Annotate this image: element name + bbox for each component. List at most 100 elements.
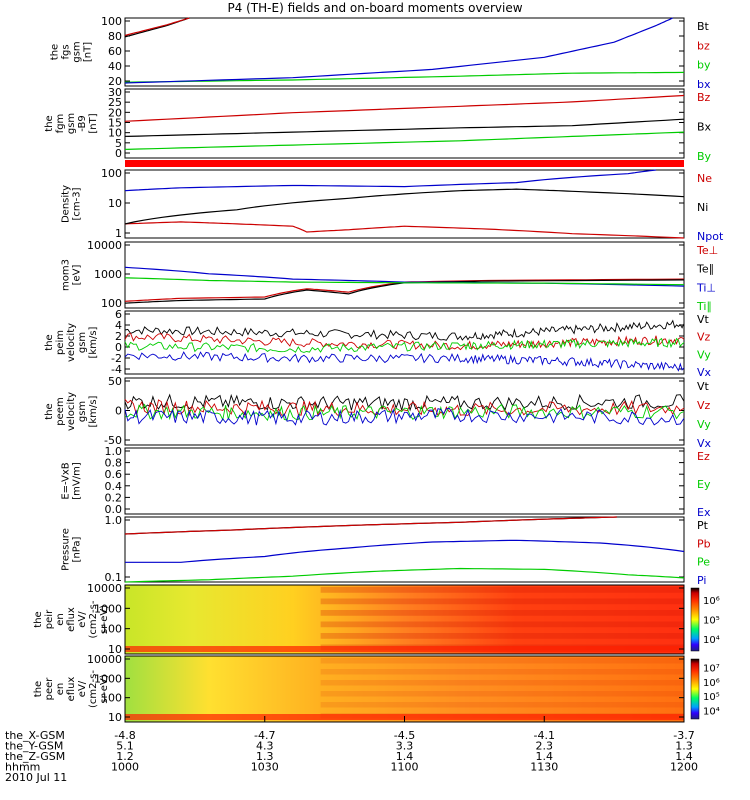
ylabel-line: [eV]	[72, 265, 83, 286]
ylabel-line: [cm-3]	[72, 187, 83, 220]
ylabel-line: fgm	[55, 114, 66, 134]
axis-row-value: 1200	[670, 761, 698, 774]
series-bx	[124, 17, 674, 84]
ylabel-line: the	[44, 403, 55, 419]
axis-row-value: -4.7	[254, 729, 275, 742]
ylabel-line: velocity	[66, 323, 77, 362]
ytick-label: 80	[108, 30, 122, 43]
axis-row-value: 1.4	[675, 750, 693, 763]
axis-row-value: 1.3	[675, 740, 693, 753]
legend-Ni: Ni	[697, 201, 708, 214]
ytick-label: 1	[115, 227, 122, 240]
axis-row-value: 1100	[391, 761, 419, 774]
heatmap-band	[320, 587, 684, 593]
figure-title: P4 (TH-E) fields and on-board moments ov…	[227, 1, 523, 15]
ytick-label: 1.0	[105, 445, 123, 458]
ytick-label: -50	[104, 434, 122, 447]
legend-Vt: Vt	[697, 313, 710, 326]
panel-separator-bar	[125, 160, 684, 167]
legend-Pe: Pe	[697, 556, 710, 569]
ylabel-line: (cm2-s-	[88, 600, 99, 638]
ytick-label: 10	[108, 127, 122, 140]
ytick-label: 15	[108, 117, 122, 130]
legend-Vy: Vy	[697, 418, 711, 431]
ylabel-line: gsm	[77, 401, 88, 422]
ylabel-line: the	[33, 681, 44, 697]
ytick-label: 4	[115, 319, 122, 332]
ytick-label: 20	[108, 75, 122, 88]
axis-row-label: the_Y-GSM	[5, 740, 63, 753]
ylabel-line: the	[50, 44, 61, 60]
ylabel-line: en	[55, 613, 66, 626]
legend-bz: bz	[697, 39, 710, 52]
ylabel-line: eV/	[77, 611, 88, 628]
axis-row-label: the_Z-GSM	[5, 750, 65, 763]
legend-Vz: Vz	[697, 399, 711, 412]
heatmap-lowband	[125, 646, 684, 652]
colorbar-label: 10⁵	[703, 692, 720, 703]
legend-By: By	[697, 150, 712, 163]
ylabel-line: [nT]	[88, 113, 99, 133]
ytick-label: 1.0	[105, 514, 123, 527]
ylabel-line: en	[55, 683, 66, 696]
series-Pi	[125, 539, 685, 563]
ytick-label: 0	[115, 341, 122, 354]
axis-row-value: 1.2	[116, 750, 134, 763]
ylabel-line: peem	[55, 397, 66, 425]
ytick-label: 10	[108, 711, 122, 724]
series-Vy	[124, 337, 685, 354]
legend-Pt: Pt	[697, 519, 709, 532]
ytick-label: 50	[108, 375, 122, 388]
ylabel-line: peer	[44, 677, 55, 701]
legend-Bt: Bt	[697, 20, 710, 33]
series-Ne	[124, 221, 685, 239]
panel-frame-2	[124, 88, 685, 159]
ylabel-line: peim	[55, 330, 66, 355]
series-Ti∥	[124, 277, 685, 286]
ylabel-line: eflux	[66, 677, 77, 702]
ytick-label: 0.6	[105, 468, 123, 481]
colorbar-label: 10⁶	[703, 678, 720, 689]
ylabel-line: gsm	[72, 41, 83, 62]
axis-row-value: 1000	[111, 761, 139, 774]
legend-Pi: Pi	[697, 574, 706, 587]
panel-frame-4	[124, 241, 685, 309]
axis-row-value: -4.1	[534, 729, 555, 742]
colorbar-label: 10⁵	[703, 616, 720, 627]
ylabel-line: eflux	[66, 607, 77, 632]
series-bz	[124, 17, 190, 36]
ylabel-line: Density	[61, 185, 72, 223]
heatmap-1	[125, 585, 684, 654]
axis-row-label: hhmm	[5, 761, 40, 774]
axis-row-value: 2.3	[536, 740, 554, 753]
colorbar-label: 10⁴	[703, 635, 720, 646]
legend-Vt: Vt	[697, 380, 710, 393]
panel-frame-7	[124, 447, 685, 515]
series-Ni	[124, 188, 685, 225]
ytick-label: 2	[115, 330, 122, 343]
axis-row-value: 1030	[251, 761, 279, 774]
axis-row-value: 1.3	[256, 750, 274, 763]
ytick-label: 5	[115, 137, 122, 150]
series-Vy	[124, 403, 685, 422]
ylabel-line: Pressure	[61, 528, 72, 571]
ylabel-line: velocity	[66, 392, 77, 431]
ylabel-line: gsm	[77, 332, 88, 353]
ylabel-line: the	[44, 334, 55, 350]
heatmap-band	[320, 669, 684, 675]
axis-row-value: 1.4	[396, 750, 414, 763]
legend-Ex: Ex	[697, 506, 711, 519]
axis-row-value: -4.5	[394, 729, 415, 742]
ytick-label: 25	[108, 96, 122, 109]
legend-Vy: Vy	[697, 348, 711, 361]
colorbar	[690, 587, 700, 652]
series-Bx	[124, 118, 685, 137]
series-Vt	[124, 393, 685, 412]
legend-Ne: Ne	[697, 172, 712, 185]
legend-Npot: Npot	[697, 230, 724, 243]
colorbar-label: 10⁶	[703, 596, 720, 607]
colorbar-label: 10⁷	[703, 664, 720, 675]
heatmap-band	[320, 633, 684, 639]
ytick-label: 100	[101, 297, 122, 310]
ytick-label: 0.0	[105, 503, 123, 516]
